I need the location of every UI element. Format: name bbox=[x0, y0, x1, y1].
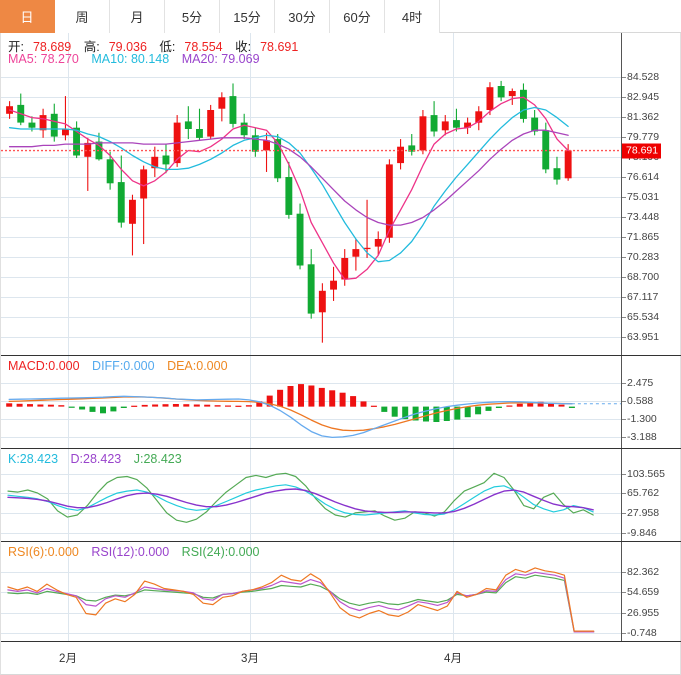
axis-tick: 63.951 bbox=[621, 330, 660, 343]
panel-divider bbox=[1, 448, 681, 449]
panel-divider bbox=[1, 641, 681, 642]
axis-tick: 70.283 bbox=[621, 250, 660, 263]
tab-7[interactable]: 4时 bbox=[385, 0, 440, 33]
chart-frame: 开: 78.689 高: 79.036 低: 78.554 收: 78.691 MA5:… bbox=[0, 33, 681, 675]
tab-1[interactable]: 周 bbox=[55, 0, 110, 33]
macd-value: MACD:0.000 bbox=[8, 359, 80, 373]
axis-tick: -3.188 bbox=[622, 431, 657, 444]
tab-3[interactable]: 5分 bbox=[165, 0, 220, 33]
price-axis: 84.52882.94581.36279.77978.19676.61475.0… bbox=[621, 33, 681, 355]
low-label: 低: bbox=[159, 40, 176, 54]
time-axis-label: 2月 bbox=[59, 653, 77, 665]
close-label: 收: bbox=[235, 40, 252, 54]
axis-tick: 76.614 bbox=[621, 170, 660, 183]
tab-5[interactable]: 30分 bbox=[275, 0, 330, 33]
axis-tick: 54.659 bbox=[621, 586, 660, 599]
axis-tick: 26.955 bbox=[621, 606, 660, 619]
axis-tick: 65.534 bbox=[621, 310, 660, 323]
low-value: 78.554 bbox=[184, 40, 223, 54]
price-plot[interactable] bbox=[1, 33, 621, 355]
axis-tick: 27.958 bbox=[621, 506, 660, 519]
axis-tick: 65.762 bbox=[621, 487, 660, 500]
axis-tick: 103.565 bbox=[622, 467, 665, 480]
tab-4[interactable]: 15分 bbox=[220, 0, 275, 33]
high-value: 79.036 bbox=[108, 40, 147, 54]
axis-tick: 82.362 bbox=[621, 566, 660, 579]
axis-tick: 2.475 bbox=[621, 376, 654, 389]
d-value: D:28.423 bbox=[70, 452, 122, 466]
tab-label: 月 bbox=[130, 10, 144, 25]
axis-tick: -9.846 bbox=[622, 526, 657, 539]
ma20-legend: MA20: 79.069 bbox=[181, 52, 260, 66]
axis-tick: 84.528 bbox=[621, 70, 660, 83]
open-value: 78.689 bbox=[32, 40, 72, 54]
rsi-axis: 82.362 54.659 26.955 -0.748 bbox=[621, 542, 681, 641]
tab-label: 60分 bbox=[343, 10, 371, 25]
kdj-panel: K:28.423 D:28.423 J:28.423 103.565 65.762… bbox=[1, 449, 681, 541]
tab-label: 5分 bbox=[181, 10, 203, 25]
axis-tick: 75.031 bbox=[621, 190, 660, 203]
rsi12-value: RSI(12):0.000 bbox=[91, 545, 170, 559]
open-label: 开: bbox=[8, 40, 24, 54]
tab-label: 日 bbox=[20, 10, 34, 25]
rsi-plot[interactable] bbox=[1, 542, 621, 641]
rsi6-value: RSI(6):0.000 bbox=[8, 545, 79, 559]
rsi24-value: RSI(24):0.000 bbox=[181, 545, 260, 559]
tab-2[interactable]: 月 bbox=[110, 0, 165, 33]
axis-tick: 67.117 bbox=[621, 290, 659, 303]
ma5-legend: MA5: 78.270 bbox=[8, 52, 79, 66]
tab-label: 周 bbox=[75, 10, 89, 25]
axis-tick: 82.945 bbox=[621, 90, 660, 103]
dea-value: DEA:0.000 bbox=[167, 359, 228, 373]
axis-tick: -0.748 bbox=[622, 627, 657, 640]
macd-legend: MACD:0.000 DIFF:0.000 DEA:0.000 bbox=[8, 359, 237, 373]
high-label: 高: bbox=[83, 40, 100, 54]
kdj-legend: K:28.423 D:28.423 J:28.423 bbox=[8, 452, 191, 466]
tab-6[interactable]: 60分 bbox=[330, 0, 385, 33]
time-axis-label: 3月 bbox=[241, 653, 259, 665]
axis-tick: -1.300 bbox=[622, 413, 657, 426]
rsi-panel: RSI(6):0.000 RSI(12):0.000 RSI(24):0.000… bbox=[1, 542, 681, 641]
time-axis: 2月 3月 4月 bbox=[1, 645, 621, 669]
kdj-axis: 103.565 65.762 27.958 -9.846 bbox=[621, 449, 681, 541]
ma10-legend: MA10: 80.148 bbox=[91, 52, 170, 66]
diff-value: DIFF:0.000 bbox=[92, 359, 155, 373]
tab-label: 4时 bbox=[401, 10, 423, 25]
macd-panel: MACD:0.000 DIFF:0.000 DEA:0.000 2.475 0.5… bbox=[1, 356, 681, 448]
tabbar-filler bbox=[440, 0, 681, 32]
k-value: K:28.423 bbox=[8, 452, 59, 466]
ma-legend: MA5: 78.270 MA10: 80.148 MA20: 79.069 bbox=[8, 52, 269, 66]
timeframe-tabbar: 日 周 月 5分 15分 30分 60分 4时 bbox=[0, 0, 681, 33]
time-axis-label: 4月 bbox=[444, 653, 462, 665]
kdj-plot[interactable] bbox=[1, 449, 621, 541]
axis-tick: 81.362 bbox=[621, 110, 660, 123]
tab-label: 15分 bbox=[233, 10, 261, 25]
axis-tick: 68.700 bbox=[621, 270, 660, 283]
axis-tick: 79.779 bbox=[621, 130, 660, 143]
axis-tick: 71.865 bbox=[621, 230, 660, 243]
axis-tick: 73.448 bbox=[621, 210, 660, 223]
panel-divider bbox=[1, 541, 681, 542]
price-panel: 开: 78.689 高: 79.036 低: 78.554 收: 78.691 MA5:… bbox=[1, 33, 681, 355]
close-value: 78.691 bbox=[260, 40, 299, 54]
macd-plot[interactable] bbox=[1, 356, 621, 448]
j-value: J:28.423 bbox=[133, 452, 182, 466]
last-price-tag: 78.691 bbox=[622, 143, 662, 159]
tab-0[interactable]: 日 bbox=[0, 0, 55, 33]
rsi-legend: RSI(6):0.000 RSI(12):0.000 RSI(24):0.000 bbox=[8, 545, 269, 559]
axis-tick: 0.588 bbox=[621, 394, 654, 407]
tab-label: 30分 bbox=[288, 10, 316, 25]
ohlc-legend: 开: 78.689 高: 79.036 低: 78.554 收: 78.691 bbox=[8, 36, 307, 55]
panel-divider bbox=[1, 355, 681, 356]
macd-axis: 2.475 0.588 -1.300 -3.188 bbox=[621, 356, 681, 448]
